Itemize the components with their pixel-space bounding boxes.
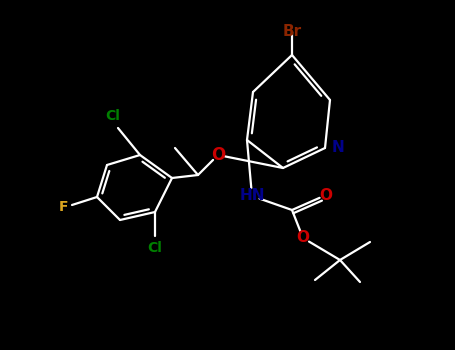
Text: O: O: [297, 231, 309, 245]
Text: Cl: Cl: [106, 109, 121, 123]
Text: F: F: [58, 200, 68, 214]
Text: O: O: [319, 188, 333, 203]
Text: O: O: [211, 146, 225, 164]
Text: HN: HN: [239, 189, 265, 203]
Text: N: N: [332, 140, 344, 155]
Text: Cl: Cl: [147, 241, 162, 255]
Text: Br: Br: [283, 25, 302, 40]
